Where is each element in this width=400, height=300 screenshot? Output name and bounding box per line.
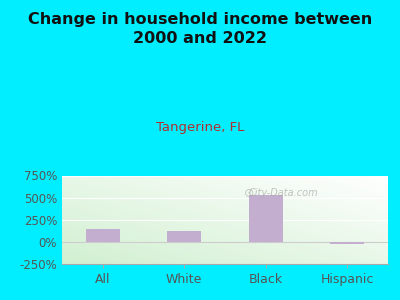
Bar xyxy=(167,231,201,242)
Bar xyxy=(249,195,283,242)
Text: City-Data.com: City-Data.com xyxy=(249,188,318,198)
Text: Change in household income between
2000 and 2022: Change in household income between 2000 … xyxy=(28,12,372,46)
Bar xyxy=(86,229,120,242)
Text: Tangerine, FL: Tangerine, FL xyxy=(156,122,244,134)
Bar xyxy=(330,242,364,244)
Text: ⊙: ⊙ xyxy=(244,187,255,200)
